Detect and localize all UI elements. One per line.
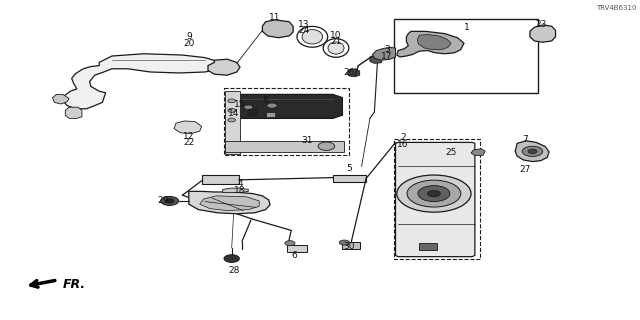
Polygon shape xyxy=(200,196,259,211)
Text: 22: 22 xyxy=(183,138,195,147)
Circle shape xyxy=(244,105,253,109)
Polygon shape xyxy=(262,20,293,38)
Text: TRV4B6310: TRV4B6310 xyxy=(596,5,637,11)
Polygon shape xyxy=(208,59,240,75)
Text: 20: 20 xyxy=(183,39,195,48)
Ellipse shape xyxy=(302,30,323,44)
Text: 28: 28 xyxy=(228,266,239,275)
Ellipse shape xyxy=(536,30,550,39)
Circle shape xyxy=(522,146,543,156)
Polygon shape xyxy=(396,142,475,257)
Polygon shape xyxy=(52,94,69,104)
Text: 18: 18 xyxy=(234,186,246,195)
Polygon shape xyxy=(174,121,202,134)
Bar xyxy=(287,245,307,252)
Polygon shape xyxy=(515,141,549,162)
Circle shape xyxy=(161,196,179,205)
Circle shape xyxy=(228,108,236,112)
Text: 8: 8 xyxy=(263,96,268,105)
Polygon shape xyxy=(189,191,270,214)
Text: 15: 15 xyxy=(234,100,246,108)
Polygon shape xyxy=(347,69,360,77)
Circle shape xyxy=(428,190,440,197)
Polygon shape xyxy=(370,56,383,63)
Polygon shape xyxy=(372,47,396,60)
Bar xyxy=(394,139,480,259)
Circle shape xyxy=(224,255,239,262)
Text: 7: 7 xyxy=(522,135,527,144)
Text: 9: 9 xyxy=(186,32,191,41)
Polygon shape xyxy=(471,149,485,156)
Circle shape xyxy=(267,103,277,108)
Polygon shape xyxy=(230,94,342,118)
Bar xyxy=(202,175,239,184)
Text: 3: 3 xyxy=(385,45,390,54)
Polygon shape xyxy=(266,112,275,117)
Polygon shape xyxy=(225,91,240,154)
Text: 25: 25 xyxy=(445,148,457,156)
Polygon shape xyxy=(63,54,221,109)
Text: FR.: FR. xyxy=(63,278,86,291)
Text: 5: 5 xyxy=(346,164,351,172)
Text: 6: 6 xyxy=(292,252,297,260)
Text: 14: 14 xyxy=(228,109,239,118)
Polygon shape xyxy=(225,141,344,152)
Polygon shape xyxy=(530,25,556,42)
Text: 11: 11 xyxy=(269,13,281,22)
Circle shape xyxy=(318,142,335,150)
Ellipse shape xyxy=(328,42,344,54)
Bar xyxy=(394,19,538,93)
Bar xyxy=(419,243,437,250)
Polygon shape xyxy=(397,31,464,57)
Text: 31: 31 xyxy=(301,136,313,145)
Text: 19: 19 xyxy=(247,109,259,118)
Text: 4: 4 xyxy=(237,180,243,188)
Bar xyxy=(342,242,360,249)
Ellipse shape xyxy=(270,23,285,33)
Text: 1: 1 xyxy=(465,23,470,32)
Circle shape xyxy=(228,118,236,122)
Circle shape xyxy=(228,99,236,103)
Text: 12: 12 xyxy=(183,132,195,140)
Text: 16: 16 xyxy=(397,140,409,148)
Text: 26: 26 xyxy=(343,68,355,76)
Text: 24: 24 xyxy=(298,26,310,35)
Text: 23: 23 xyxy=(535,20,547,28)
Text: 13: 13 xyxy=(298,20,310,28)
Polygon shape xyxy=(417,35,451,50)
Polygon shape xyxy=(65,107,82,118)
Text: 30: 30 xyxy=(343,242,355,251)
Text: 17: 17 xyxy=(381,52,393,60)
Circle shape xyxy=(407,180,461,207)
Text: 2: 2 xyxy=(401,133,406,142)
Circle shape xyxy=(418,186,450,202)
Polygon shape xyxy=(223,188,248,193)
Text: 29: 29 xyxy=(157,196,169,204)
Circle shape xyxy=(528,149,537,154)
Bar xyxy=(333,175,366,182)
Circle shape xyxy=(339,240,349,245)
Text: 27: 27 xyxy=(519,165,531,174)
Bar xyxy=(224,88,349,155)
Circle shape xyxy=(397,175,471,212)
Circle shape xyxy=(285,241,295,246)
Text: 10: 10 xyxy=(330,31,342,40)
Text: 21: 21 xyxy=(330,37,342,46)
Circle shape xyxy=(165,199,174,203)
